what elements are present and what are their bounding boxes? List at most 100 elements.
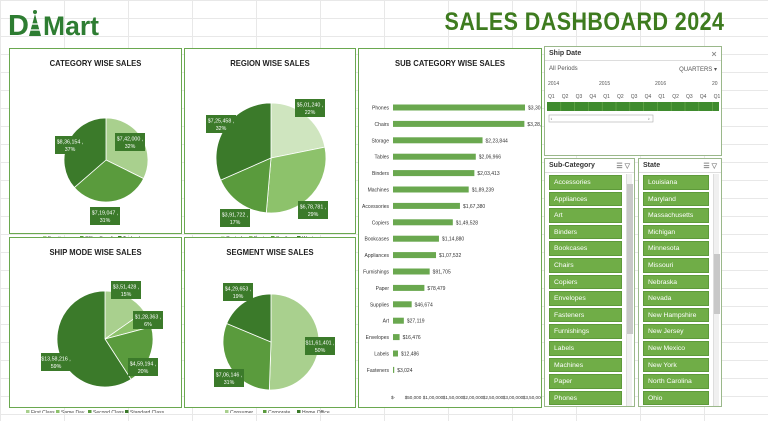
data-label-value: $7,25,458 , — [208, 119, 235, 125]
data-label-value: $3,51,428 , — [113, 285, 140, 291]
timeline-year-label: 2014 — [548, 81, 559, 87]
subcategory-slicer-item[interactable]: Phones — [549, 390, 622, 406]
state-slicer-item[interactable]: Maryland — [643, 191, 709, 207]
data-label: $11,61,401 ,50% — [305, 337, 335, 355]
state-slicer-item[interactable]: Nevada — [643, 291, 709, 306]
bar-category-label: Copiers — [372, 220, 390, 226]
timeline-unit-dropdown[interactable]: QUARTERS ▾ — [679, 66, 717, 73]
slicer-title: State — [643, 162, 661, 169]
bar-category-label: Art — [383, 319, 390, 325]
bar — [393, 186, 469, 193]
timeline-quarter-label: Q3 — [631, 94, 638, 100]
chart-title: SEGMENT WISE SALES — [226, 247, 314, 257]
subcategory-slicer-item[interactable]: Paper — [549, 374, 622, 389]
bar-data-label: $46,674 — [415, 302, 433, 308]
bar-category-label: Accessories — [362, 204, 389, 210]
legend-swatch — [263, 410, 267, 414]
data-label-value: $6,78,781 , — [300, 205, 327, 211]
bar — [393, 284, 425, 291]
subcategory-slicer-item[interactable]: Machines — [549, 357, 622, 373]
bar-data-label: $1,89,239 — [472, 188, 494, 194]
data-label-percent: 17% — [230, 220, 241, 226]
state-slicer-item[interactable]: New Mexico — [643, 340, 709, 356]
timeline-quarter-label: Q2 — [617, 94, 624, 100]
x-tick-label: $2,50,000 — [483, 395, 504, 400]
subcategory-slicer-item[interactable]: Envelopes — [549, 291, 622, 306]
subcategory-slicer-item[interactable]: Accessories — [549, 175, 622, 190]
state-slicer-item[interactable]: Nebraska — [643, 274, 709, 290]
legend-label: Home Office — [302, 410, 330, 413]
segment-pie-chart: $11,61,401 ,50% $7,06,146 ,31% $4,29,653 ,… — [214, 283, 335, 416]
subcategory-slicer-item[interactable]: Art — [549, 208, 622, 223]
subcategory-slicer[interactable]: Sub-Category ☰ ▽ Accessories Appliances Ar… — [544, 158, 635, 407]
state-slicer-item[interactable]: North Carolina — [643, 374, 709, 389]
timeline-year-label: 20 — [712, 81, 718, 87]
state-slicer-item[interactable]: Ohio — [643, 390, 709, 406]
bar-data-label: $27,119 — [407, 319, 425, 325]
data-label: $4,59,194 ,20% — [128, 358, 158, 376]
state-slicer-item[interactable]: New Hampshire — [643, 307, 709, 323]
data-label: $13,58,216 ,59% — [41, 353, 71, 371]
timeline-quarter-label: Q4 — [589, 94, 596, 100]
state-slicer-item[interactable]: New Jersey — [643, 324, 709, 339]
category-sales-panel: CATEGORY WISE SALES $7,42,000 , 32% $7,19,… — [9, 48, 182, 242]
data-label-percent: 32% — [125, 144, 136, 150]
state-slicer-item[interactable]: Missouri — [643, 257, 709, 273]
scrollbar-thumb[interactable] — [627, 184, 633, 334]
bar-data-label: $78,479 — [427, 286, 445, 292]
bar-category-label: Furnishings — [363, 270, 389, 276]
state-slicer-item[interactable]: Michigan — [643, 224, 709, 240]
multi-select-icon[interactable]: ☰ — [616, 163, 623, 170]
bar-data-label: $3,30,007 — [528, 106, 541, 112]
state-slicer-item[interactable]: New York — [643, 357, 709, 373]
timeline-unit-label: QUARTERS — [679, 67, 713, 73]
subcategory-slicer-item[interactable]: Chairs — [549, 257, 622, 273]
slicer-title: Sub-Category — [549, 162, 595, 169]
subcategory-slicer-item[interactable]: Appliances — [549, 191, 622, 207]
timeline-track[interactable]: 2014 2015 2016 20 Q1 Q2 Q3 Q4 Q1 Q2 Q3 Q4 Q1 Q2 Q3 Q4 Q1… — [545, 73, 721, 143]
timeline-quarter-label: Q4 — [700, 94, 707, 100]
bar-category-label: Appliances — [365, 253, 390, 259]
bar — [393, 170, 475, 177]
subcategory-slicer-item[interactable]: Fasteners — [549, 307, 622, 323]
multi-select-icon[interactable]: ☰ — [703, 163, 710, 170]
scrollbar[interactable] — [713, 174, 720, 406]
legend-label: First Class — [31, 410, 55, 413]
chart-title: SUB CATEGORY WISE SALES — [395, 58, 505, 68]
subcategory-slicer-item[interactable]: Labels — [549, 340, 622, 356]
timeline-header: Ship Date ⨯ — [545, 47, 721, 61]
timeline-year-label: 2015 — [599, 81, 610, 87]
bar-category-label: Binders — [372, 171, 389, 177]
clear-filter-icon[interactable]: ▽ — [624, 163, 630, 170]
subcategory-slicer-item[interactable]: Binders — [549, 224, 622, 240]
timeline-quarter-label: Q2 — [672, 94, 679, 100]
svg-text:Mart: Mart — [43, 11, 99, 40]
subcategory-slicer-item[interactable]: Copiers — [549, 274, 622, 290]
bar-data-label: $2,06,966 — [479, 155, 501, 161]
subcategory-slicer-item[interactable]: Bookcases — [549, 241, 622, 256]
bar — [393, 317, 404, 324]
shipmode-sales-panel: SHIP MODE WISE SALES $3,51,428 , 15% $1,28… — [9, 237, 182, 416]
state-slicer-item[interactable]: Minnesota — [643, 241, 709, 256]
pie-slice — [56, 290, 132, 388]
chevron-down-icon: ▾ — [713, 67, 717, 73]
bar-category-label: Tables — [375, 155, 390, 161]
clear-filter-icon[interactable]: ▽ — [711, 163, 717, 170]
subcategory-slicer-item[interactable]: Furnishings — [549, 324, 622, 339]
ship-date-timeline[interactable]: Ship Date ⨯ All Periods QUARTERS ▾ 2014 2… — [544, 46, 722, 156]
clear-filter-icon[interactable]: ⨯ — [711, 51, 717, 58]
bar-data-label: $2,03,413 — [477, 171, 499, 177]
scrollbar[interactable] — [626, 174, 633, 406]
bar — [393, 252, 437, 259]
x-tick-label: $3,50,000 — [523, 395, 541, 400]
timeline-selected-range — [547, 102, 719, 111]
scrollbar-thumb[interactable] — [714, 254, 720, 314]
bar-category-label: Chairs — [375, 122, 390, 128]
data-label-box — [133, 311, 163, 329]
data-label: $6,78,781 ,29% — [298, 201, 328, 219]
state-slicer-item[interactable]: Louisiana — [643, 175, 709, 190]
subcategory-bar-chart: Phones $3,30,007 Chairs $3,28,449 Storage $2,… — [362, 104, 550, 400]
state-slicer[interactable]: State ☰ ▽ Louisiana Maryland Massachusetts… — [638, 158, 722, 407]
state-slicer-item[interactable]: Massachusetts — [643, 208, 709, 223]
x-tick-label: $- — [391, 395, 396, 400]
